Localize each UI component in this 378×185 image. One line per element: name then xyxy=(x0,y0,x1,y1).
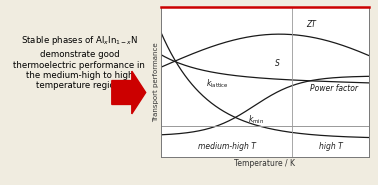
Y-axis label: Transport performance: Transport performance xyxy=(153,43,159,122)
FancyArrow shape xyxy=(112,71,146,114)
Text: high T: high T xyxy=(319,142,343,151)
Text: Stable phases of Al$_x$In$_{1-x}$N: Stable phases of Al$_x$In$_{1-x}$N xyxy=(21,34,138,47)
X-axis label: Temperature / K: Temperature / K xyxy=(234,159,295,168)
Text: ZT: ZT xyxy=(306,20,316,29)
Text: $k_\mathrm{lattice}$: $k_\mathrm{lattice}$ xyxy=(206,78,229,90)
Text: $k_\mathrm{min}$: $k_\mathrm{min}$ xyxy=(248,114,264,126)
Text: medium-high T: medium-high T xyxy=(198,142,256,151)
Text: Power factor: Power factor xyxy=(310,84,358,93)
Text: demonstrate good
thermoelectric performance in
the medium-high to high
temperatu: demonstrate good thermoelectric performa… xyxy=(14,50,145,90)
Text: S: S xyxy=(275,59,280,68)
